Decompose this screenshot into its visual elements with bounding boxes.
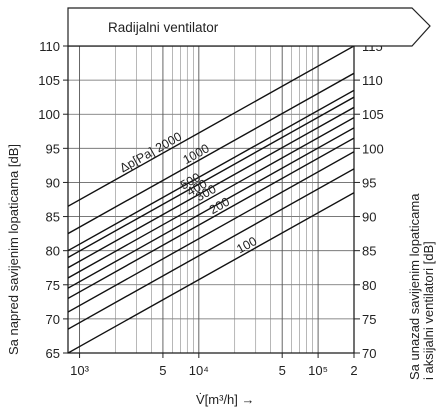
chart-title: Radijalni ventilator — [108, 20, 219, 35]
y-axis-label-right-line: Sa unazad savijenim lopaticama — [407, 193, 422, 380]
series-line — [68, 168, 354, 330]
series-line — [68, 137, 354, 300]
y-tick-label-left: 75 — [46, 278, 60, 293]
x-tick-label: 10⁴ — [189, 363, 209, 378]
series-line — [68, 127, 354, 289]
x-axis-label: V̇[m³/h] → — [196, 392, 255, 407]
y-axis-label-right-line: i aksijalni ventilatori [dB] — [421, 241, 436, 380]
x-tick-label: 2 — [350, 363, 357, 378]
series-line — [68, 106, 354, 269]
series-line — [68, 117, 354, 279]
y-tick-label-left: 85 — [46, 210, 60, 225]
y-tick-label-right: 95 — [362, 175, 376, 190]
x-tick-label: 10³ — [70, 363, 89, 378]
y-tick-label-right: 70 — [362, 346, 376, 361]
x-tick-label: 5 — [279, 363, 286, 378]
title-banner: Radijalni ventilator — [67, 7, 431, 47]
y-axis-label-right: Sa unazad savijenim lopaticama i aksijal… — [407, 190, 436, 380]
series-line — [68, 72, 354, 235]
y-tick-label-left: 80 — [46, 244, 60, 259]
y-tick-label-left: 65 — [46, 346, 60, 361]
y-tick-label-right: 80 — [362, 278, 376, 293]
y-tick-label-right: 110 — [362, 73, 383, 88]
y-tick-label-right: 90 — [362, 210, 376, 225]
tick-labels: 65 70 75 80 85 90 95 100 105 110 70 75 80 85 90 95 100 10… — [38, 39, 383, 378]
y-tick-label-right: 75 — [362, 312, 376, 327]
series-line — [68, 89, 354, 252]
series-lines — [68, 46, 354, 353]
x-tick-label: 10⁵ — [308, 363, 328, 378]
banner-arrow — [67, 7, 431, 47]
y-axis-label-left: Sa napred savijenim lopaticama [dB] — [6, 144, 21, 355]
series-line — [68, 96, 354, 259]
y-tick-label-right: 85 — [362, 244, 376, 259]
series-label: 1000 — [181, 141, 212, 167]
y-tick-label-left: 110 — [39, 39, 60, 54]
y-tick-label-left: 105 — [38, 73, 60, 88]
series-line — [68, 151, 354, 313]
series-line — [68, 192, 354, 353]
y-tick-label-right: 105 — [362, 107, 384, 122]
x-tick-label: 5 — [159, 363, 166, 378]
y-tick-label-left: 95 — [46, 141, 60, 156]
y-tick-label-right: 100 — [362, 141, 384, 156]
series-label: Δp[Pa] 2000 — [117, 129, 184, 175]
grid — [68, 45, 355, 354]
y-tick-label-left: 90 — [46, 175, 60, 190]
plot-border — [67, 45, 355, 354]
y-tick-label-left: 70 — [46, 312, 60, 327]
y-tick-label-left: 100 — [38, 107, 60, 122]
series-line — [68, 46, 354, 207]
